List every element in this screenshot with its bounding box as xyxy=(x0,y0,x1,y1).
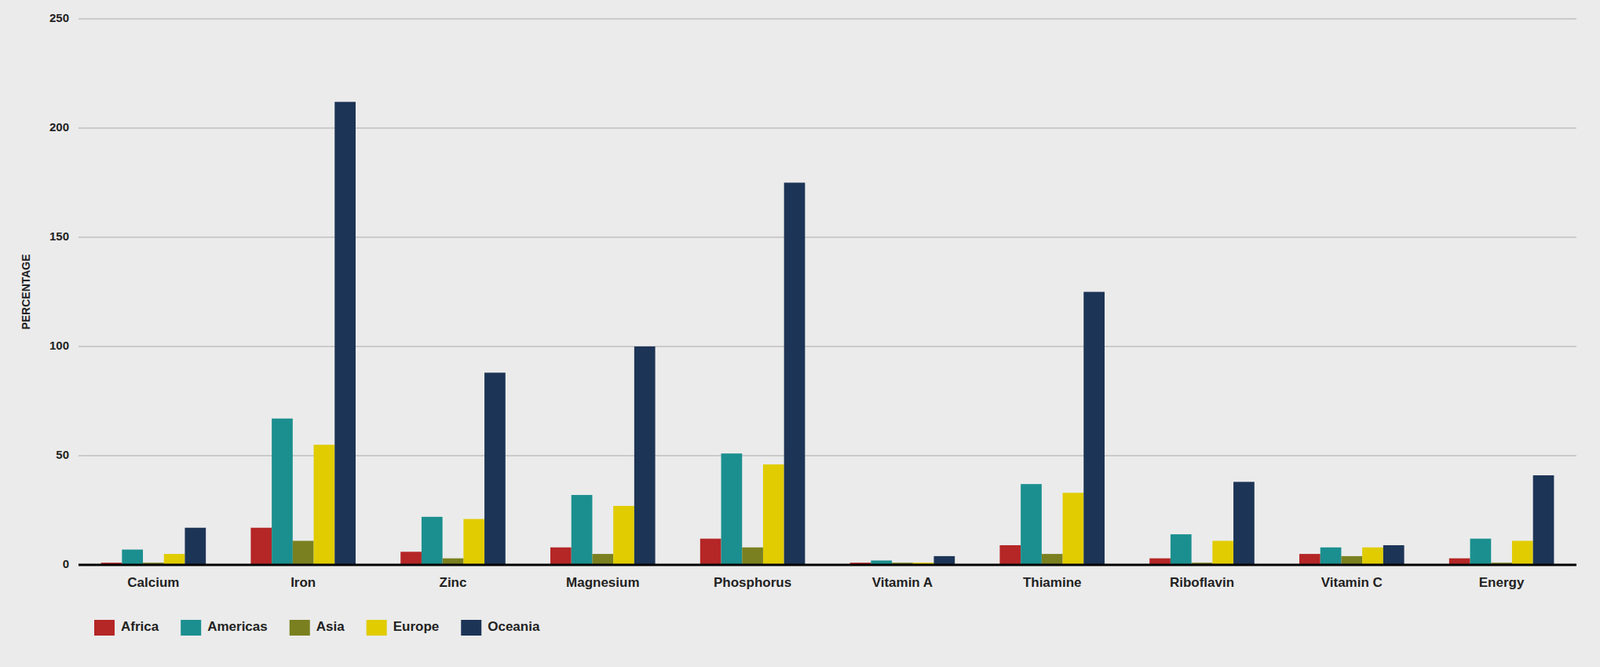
bar xyxy=(1212,540,1234,565)
bar xyxy=(334,102,356,565)
x-tick-label: Vitamin C xyxy=(1321,574,1383,590)
legend-swatch xyxy=(94,619,115,636)
x-axis-line xyxy=(78,563,1577,567)
y-axis-label: PERCENTAGE xyxy=(19,253,33,329)
y-tick-label: 100 xyxy=(49,338,70,352)
grid-line xyxy=(78,237,1577,238)
bar xyxy=(292,540,315,565)
bar xyxy=(933,555,955,565)
bar xyxy=(571,494,593,565)
bar xyxy=(271,418,293,565)
bar xyxy=(1512,540,1534,565)
bar xyxy=(784,182,806,566)
bar xyxy=(1233,481,1255,565)
x-tick-label: Iron xyxy=(290,574,316,590)
x-tick-label: Magnesium xyxy=(566,574,640,590)
grid-line xyxy=(78,127,1577,129)
bar xyxy=(1533,474,1555,565)
legend-swatch xyxy=(180,619,201,636)
bars xyxy=(101,102,1555,565)
legend-swatch xyxy=(460,619,482,636)
bar xyxy=(1063,492,1085,565)
bar xyxy=(400,551,422,565)
grid-line xyxy=(78,18,1577,20)
bar xyxy=(613,505,635,565)
bar xyxy=(1083,292,1105,566)
legend-label: Americas xyxy=(207,618,268,634)
x-tick-label: Thiamine xyxy=(1022,574,1082,590)
grid-line xyxy=(78,564,1577,566)
bar xyxy=(121,549,143,565)
bar xyxy=(700,538,722,565)
x-tick-label: Calcium xyxy=(127,574,179,590)
legend-swatch xyxy=(366,619,388,636)
bar xyxy=(1170,533,1192,565)
legend-label: Asia xyxy=(316,618,345,634)
bar xyxy=(999,544,1021,565)
bar xyxy=(591,553,614,565)
legend-swatch xyxy=(289,619,311,636)
x-tick-label: Energy xyxy=(1479,574,1525,590)
x-tick-label: Phosphorus xyxy=(713,574,792,590)
bar xyxy=(1020,483,1042,565)
legend-label: Africa xyxy=(120,618,160,634)
bar xyxy=(1470,538,1492,565)
bar xyxy=(1383,544,1405,565)
bar xyxy=(164,553,186,565)
bar xyxy=(463,518,485,565)
grid-line xyxy=(78,346,1577,348)
bar xyxy=(250,527,272,565)
bar xyxy=(721,452,743,565)
bar xyxy=(634,346,656,565)
y-tick-label: 150 xyxy=(49,229,70,243)
legend: Africa Americas Asia Europe Oceania xyxy=(94,618,541,636)
bar xyxy=(314,444,336,565)
bar xyxy=(484,372,506,565)
bar xyxy=(1362,547,1384,565)
grid-line xyxy=(78,455,1577,457)
y-tick-label: 50 xyxy=(55,447,70,461)
x-tick-label: Vitamin A xyxy=(872,574,933,590)
bar xyxy=(1340,555,1363,565)
bar xyxy=(763,463,785,565)
x-tick-label: Zinc xyxy=(439,574,468,590)
bar xyxy=(1299,553,1321,565)
bar xyxy=(184,527,206,565)
y-tick-label: 200 xyxy=(49,120,70,134)
bar xyxy=(741,547,764,565)
bar xyxy=(1320,547,1342,565)
legend-label: Oceania xyxy=(487,618,541,634)
bar xyxy=(1041,553,1064,565)
background xyxy=(0,0,1600,667)
legend-label: Europe xyxy=(393,618,440,634)
x-tick-label: Riboflavin xyxy=(1169,574,1235,590)
bar xyxy=(550,547,572,565)
y-grid xyxy=(78,18,1577,565)
y-tick-label: 0 xyxy=(62,556,70,570)
chart: 0 50 100 150 200 250 PERCENTAGE Calcium Iron Zinc… xyxy=(0,0,1600,667)
bar xyxy=(421,516,443,565)
y-tick-label: 250 xyxy=(49,10,70,25)
